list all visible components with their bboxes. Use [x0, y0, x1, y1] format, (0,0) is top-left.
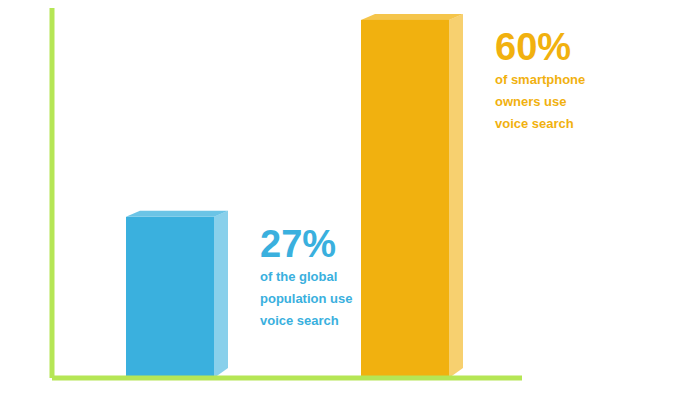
svg-text:60%: 60% [495, 26, 571, 68]
svg-text:voice search: voice search [495, 116, 574, 131]
svg-text:of the global: of the global [260, 269, 337, 284]
svg-text:27%: 27% [260, 223, 336, 265]
svg-text:population use: population use [260, 291, 352, 306]
svg-text:of smartphone: of smartphone [495, 72, 585, 87]
svg-text:voice search: voice search [260, 313, 339, 328]
svg-text:owners use: owners use [495, 94, 567, 109]
